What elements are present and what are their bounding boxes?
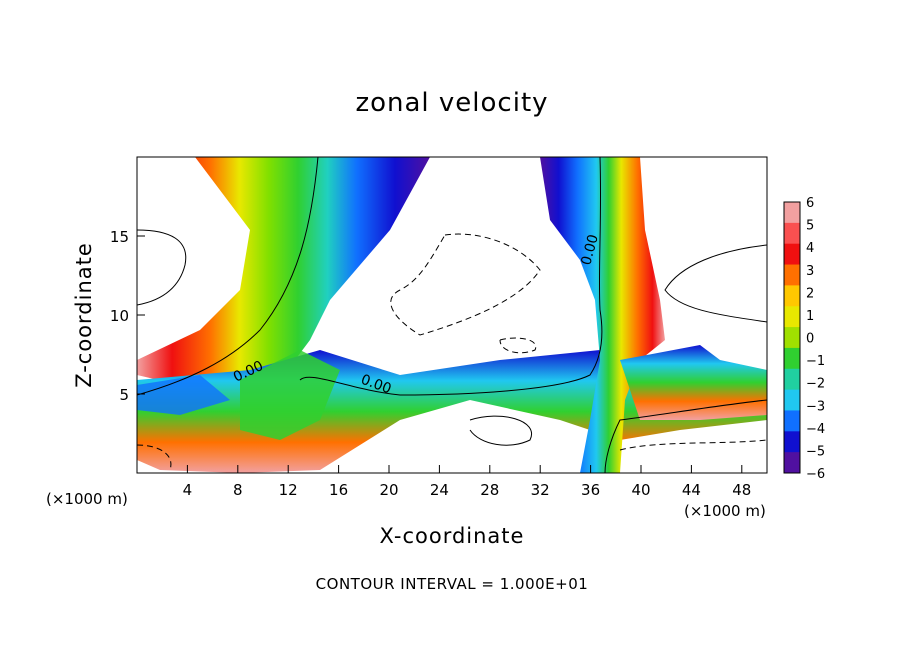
colorbar-label: −6 <box>806 467 825 482</box>
x-tick-label: 24 <box>430 481 449 499</box>
colorbar: 6 5 4 3 2 1 0 −1 −2 −3 −4 −5 −6 <box>783 196 825 482</box>
colorbar-swatch <box>784 452 800 474</box>
y-tick-label: 15 <box>110 228 129 246</box>
jet-right-column <box>540 157 665 473</box>
contour-label-2: 0.00 <box>578 233 602 267</box>
contour-dashed-lower-left <box>137 444 172 471</box>
contour-zero-right <box>299 157 603 396</box>
contour-solid-right <box>664 244 767 323</box>
x-tick-label: 8 <box>233 481 243 499</box>
contour-zero-left <box>137 157 319 396</box>
chart-title: zonal velocity <box>355 88 549 118</box>
x-tick-label: 40 <box>631 481 650 499</box>
x-tick-label: 44 <box>682 481 701 499</box>
contour-zero-lower <box>604 399 767 473</box>
x-tick-label: 48 <box>732 481 751 499</box>
contour-dashed-lower-right <box>619 439 767 451</box>
jet-left <box>137 157 430 390</box>
colorbar-swatch <box>784 264 800 286</box>
x-unit-label-right: (×1000 m) <box>684 502 766 520</box>
colorbar-label: −3 <box>806 399 825 414</box>
colorbar-label: −2 <box>806 377 825 392</box>
colorbar-swatch <box>784 347 800 370</box>
colorbar-swatch <box>784 368 800 391</box>
x-tick-label: 32 <box>531 481 550 499</box>
colorbar-label: 0 <box>806 332 814 347</box>
y-tick-label: 10 <box>110 307 129 325</box>
contour-solid-left <box>137 229 187 306</box>
y-tick-label: 5 <box>119 386 129 404</box>
x-unit-label-left: (×1000 m) <box>46 490 128 508</box>
colorbar-swatch <box>784 431 800 453</box>
colorbar-label: −4 <box>806 422 825 437</box>
contour-dashed-center <box>390 233 541 336</box>
green-core <box>240 350 340 440</box>
colorbar-swatch <box>784 222 800 245</box>
x-axis-label: X-coordinate <box>379 524 525 548</box>
jet-right-tail <box>620 345 767 420</box>
blue-core-left <box>137 375 230 415</box>
colorbar-label: 3 <box>806 264 814 279</box>
colorbar-label: 4 <box>806 241 814 256</box>
y-axis-ticks: 5 10 15 <box>110 228 145 404</box>
contour-lines <box>137 157 767 473</box>
colorbar-swatch <box>784 327 800 349</box>
colorbar-frame <box>783 201 801 474</box>
x-tick-label: 36 <box>581 481 600 499</box>
colorbar-swatch <box>784 389 800 411</box>
x-tick-label: 12 <box>279 481 298 499</box>
x-axis-ticks: 4 8 12 16 20 24 28 32 36 40 44 48 <box>183 465 751 499</box>
contour-interval-note: CONTOUR INTERVAL = 1.000E+01 <box>315 575 589 593</box>
contour-dashed-small <box>499 337 537 354</box>
colorbar-swatch <box>784 243 800 266</box>
x-tick-label: 20 <box>379 481 398 499</box>
colorbar-label: 2 <box>806 286 814 301</box>
colorbar-label: −1 <box>806 354 825 369</box>
x-tick-label: 16 <box>329 481 348 499</box>
x-tick-label: 28 <box>480 481 499 499</box>
heatmap-field <box>137 157 767 473</box>
x-tick-label: 4 <box>183 481 193 499</box>
colorbar-swatch <box>784 306 800 328</box>
colorbar-label: 5 <box>806 219 814 234</box>
colorbar-label: 6 <box>806 196 814 211</box>
colorbar-swatch <box>784 285 800 307</box>
colorbar-label: −5 <box>806 444 825 459</box>
colorbar-label: 1 <box>806 309 814 324</box>
colorbar-swatch <box>784 202 800 224</box>
contour-solid-small <box>469 415 533 446</box>
colorbar-swatch <box>784 410 800 432</box>
